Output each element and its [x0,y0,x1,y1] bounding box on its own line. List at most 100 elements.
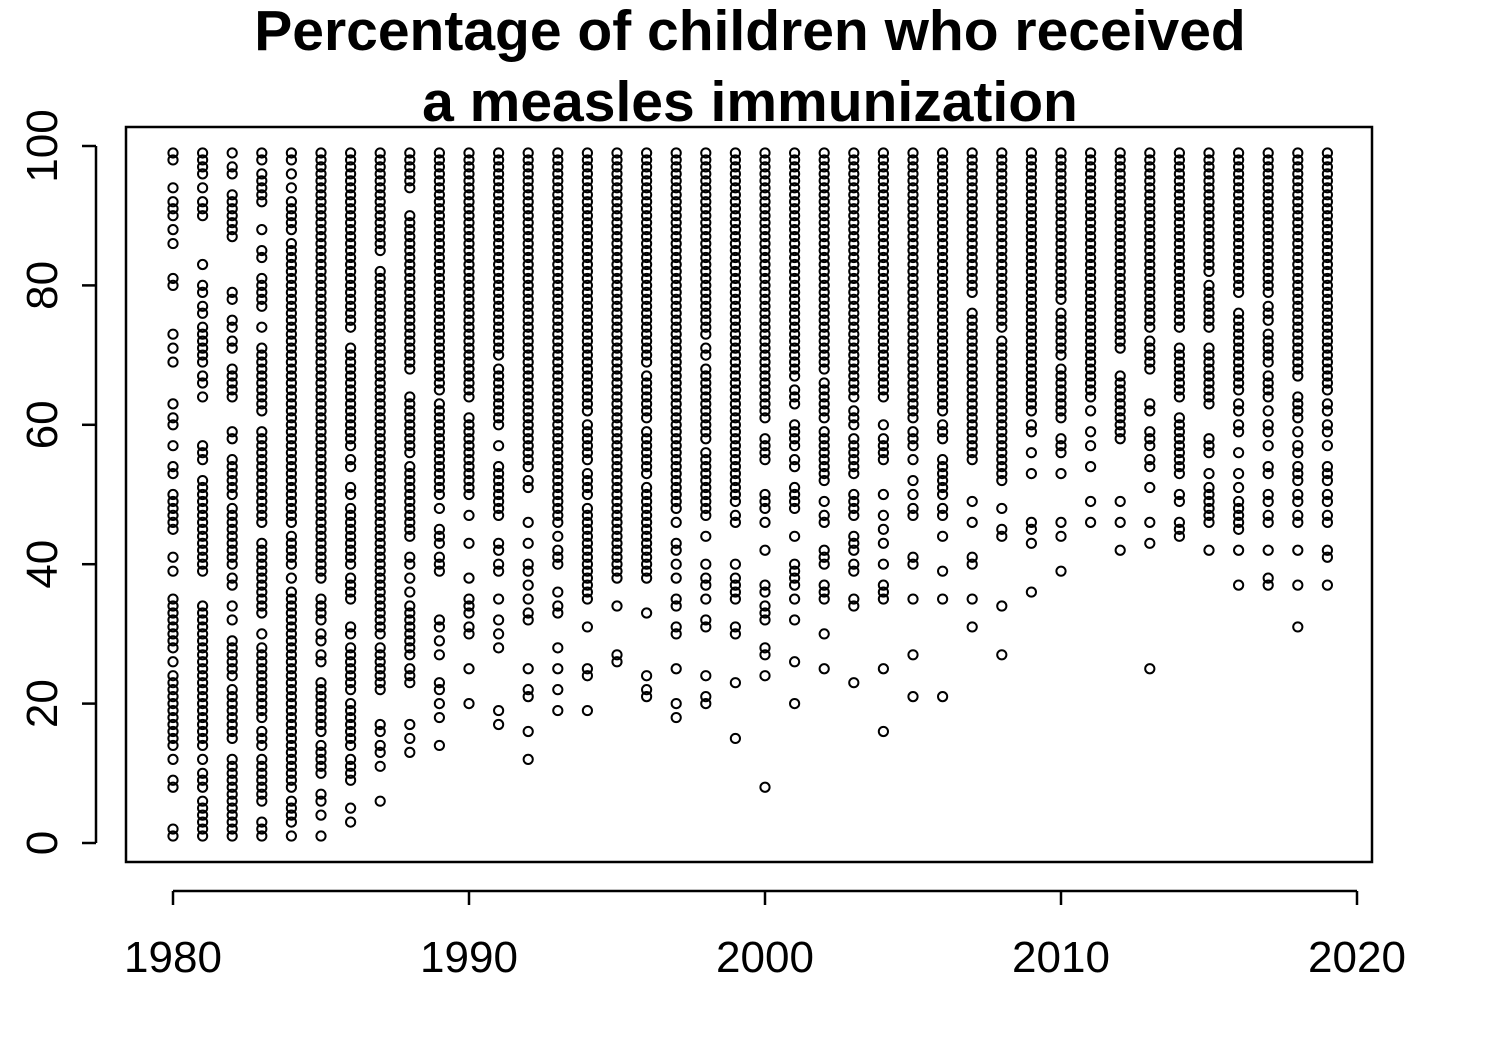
data-point [1321,175,1334,187]
data-point [877,265,890,278]
data-point [818,544,830,556]
data-point [374,398,386,410]
data-point [315,677,327,689]
data-point [789,300,801,312]
x-tick-label: 1980 [124,933,222,982]
data-point [197,649,209,661]
data-point [907,474,919,487]
data-point [1055,189,1067,201]
data-point [522,607,534,619]
data-point [552,189,564,201]
data-point [463,447,475,459]
data-point [996,523,1008,535]
data-point [226,802,238,814]
data-point [226,363,238,375]
data-point [197,182,209,194]
data-point [937,168,949,180]
data-point [611,391,623,403]
data-point [1203,251,1215,264]
data-point [256,300,268,312]
data-point [848,231,860,243]
data-point [1025,161,1038,173]
data-point [670,426,682,438]
data-point [1055,530,1067,542]
data-point [256,725,268,738]
data-point [700,189,712,201]
chart-title: Percentage of children who received a me… [254,0,1246,134]
data-point [493,440,505,452]
data-point [315,175,327,187]
data-point [522,593,534,605]
data-point [729,272,742,285]
data-point [877,314,890,326]
data-point [937,189,949,201]
data-point [433,349,445,361]
data-point [256,704,268,717]
data-point [848,356,860,368]
data-point [433,419,445,431]
data-point [256,279,268,291]
data-point [522,684,534,696]
data-point [581,231,594,243]
data-point [877,586,890,598]
data-point [996,377,1008,389]
data-point [285,732,297,745]
data-point [996,363,1008,375]
data-point [345,175,357,187]
data-point [700,182,712,194]
data-point [581,704,594,717]
data-point [1085,426,1097,438]
data-point [1321,474,1334,487]
data-point [345,516,357,528]
data-point [700,377,712,389]
data-point [1114,272,1126,285]
data-point [1144,231,1156,243]
data-point [463,342,475,354]
data-point [1114,377,1126,389]
data-point [433,168,445,180]
data-point [1055,342,1067,354]
data-point [552,342,564,354]
data-point [729,370,742,382]
data-point [877,377,890,389]
data-point [522,161,534,173]
data-point [374,593,386,605]
data-point [285,739,297,752]
data-point [167,698,179,710]
data-point [285,335,297,347]
data-point [197,600,209,612]
data-point [404,265,416,278]
data-point [641,426,653,438]
data-point [1233,579,1245,591]
data-point [937,502,949,515]
data-point [996,461,1008,473]
data-point [729,349,742,361]
data-point [670,265,682,278]
data-point [1203,203,1215,215]
data-point [1055,196,1067,208]
data-point [1144,147,1156,159]
data-point [700,579,712,591]
data-point [1055,398,1067,410]
data-point [700,530,712,542]
data-point [1144,168,1156,180]
data-point [433,440,445,452]
data-point [1173,447,1186,459]
data-point [1203,391,1215,403]
data-point [345,412,357,424]
data-point [552,426,564,438]
data-point [907,370,919,382]
data-point [256,495,268,508]
data-point [611,363,623,375]
data-point [729,182,742,194]
data-point [611,398,623,410]
data-point [1085,175,1097,187]
data-point [345,481,357,494]
data-point [1144,189,1156,201]
data-point [433,189,445,201]
data-point [1292,363,1304,375]
data-point [433,467,445,480]
data-point [1055,203,1067,215]
data-point [907,377,919,389]
data-point [1262,328,1274,340]
